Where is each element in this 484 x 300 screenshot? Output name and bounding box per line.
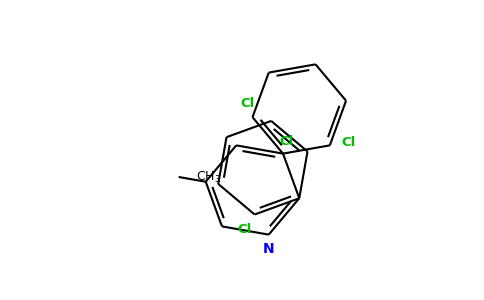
Text: N: N [263, 242, 274, 256]
Text: Cl: Cl [279, 135, 294, 148]
Text: CH$_3$: CH$_3$ [196, 169, 221, 184]
Text: Cl: Cl [238, 223, 252, 236]
Text: Cl: Cl [342, 136, 356, 149]
Text: Cl: Cl [241, 97, 255, 110]
